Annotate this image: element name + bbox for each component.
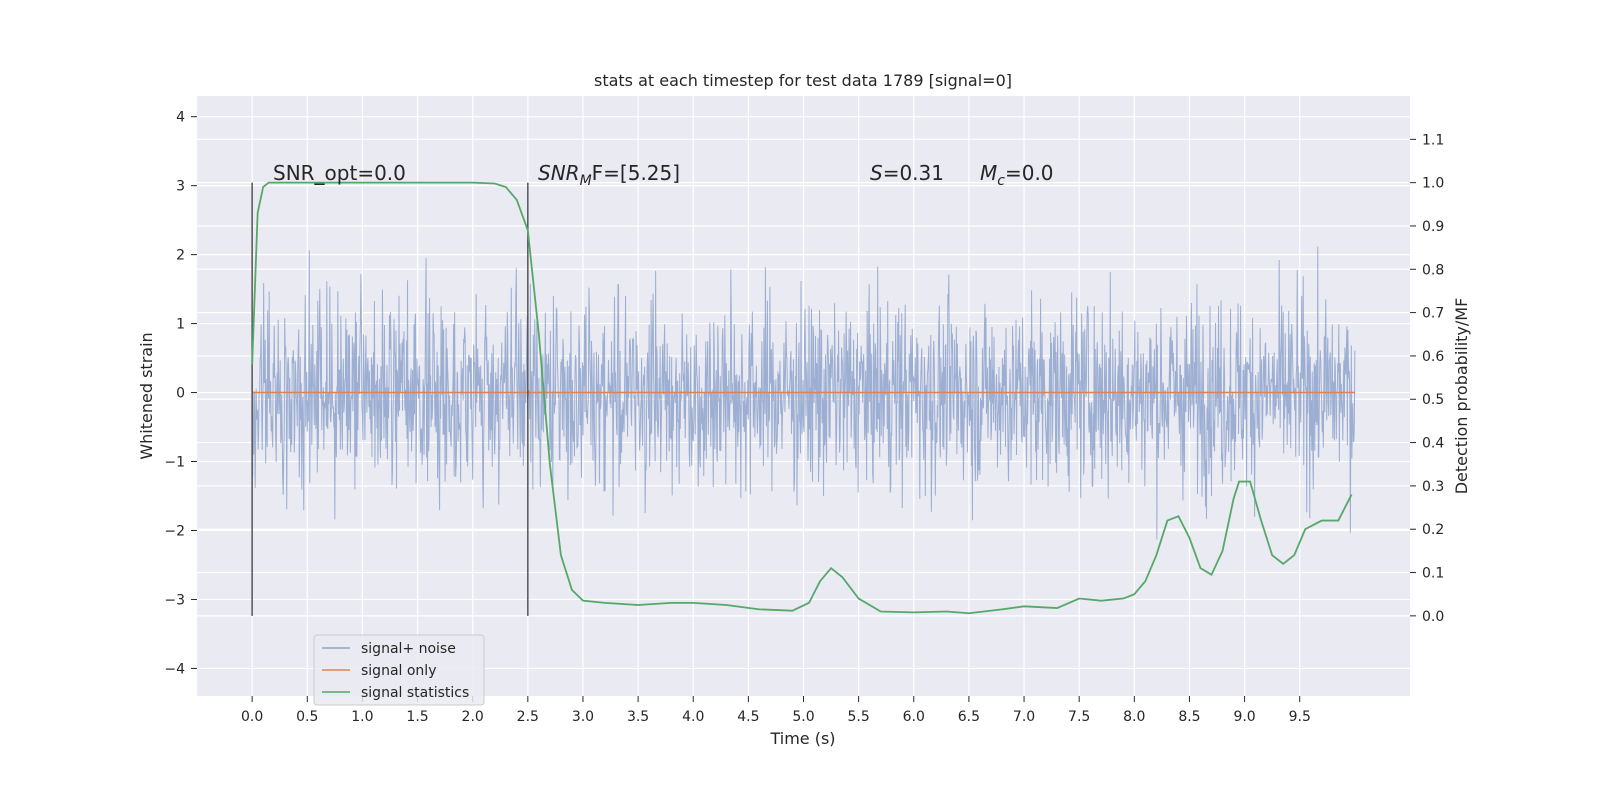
x-tick-label: 3.5 — [627, 709, 649, 725]
y2-tick-label: 0.3 — [1422, 479, 1444, 495]
y-tick-label: 1 — [176, 317, 185, 333]
s-value: =0.31 — [883, 161, 944, 185]
chart-title: stats at each timestep for test data 178… — [594, 71, 1012, 90]
x-tick-label: 6.0 — [903, 709, 925, 725]
x-tick-label: 0.0 — [241, 709, 263, 725]
y2-tick-label: 0.7 — [1422, 306, 1444, 322]
x-tick-label: 1.0 — [351, 709, 373, 725]
x-tick-label: 0.5 — [296, 709, 318, 725]
y-tick-label: −3 — [164, 592, 185, 608]
legend-label-noise: signal+ noise — [361, 641, 456, 657]
x-tick-label: 6.5 — [958, 709, 980, 725]
y-tick-label: −4 — [164, 661, 185, 677]
y2-tick-label: 0.6 — [1422, 349, 1444, 365]
y-axis-label: Whitened strain — [137, 332, 156, 459]
y-tick-label: 4 — [176, 110, 185, 126]
x-tick-label: 5.0 — [792, 709, 814, 725]
mc-value: =0.0 — [1005, 161, 1054, 185]
y2-tick-label: 0.4 — [1422, 436, 1444, 452]
legend-label-signal: signal only — [361, 663, 436, 679]
snr-mf-subscript: M — [580, 173, 592, 189]
x-tick-label: 2.0 — [462, 709, 484, 725]
x-axis-label: Time (s) — [769, 729, 835, 748]
axis-ticks: 0.0 0.5 1.0 1.5 2.0 2.5 3.0 3.5 4.0 4.5 5.0 5.5 6.0 6… — [164, 110, 1444, 725]
y-tick-label: −1 — [164, 455, 185, 471]
x-tick-label: 8.5 — [1178, 709, 1200, 725]
x-tick-label: 7.5 — [1068, 709, 1090, 725]
x-tick-label: 1.5 — [406, 709, 428, 725]
mc-subscript: c — [997, 173, 1005, 189]
x-tick-label: 8.0 — [1123, 709, 1145, 725]
x-tick-label: 4.0 — [682, 709, 704, 725]
s-label: S — [870, 161, 883, 185]
snr-mf-value: F=[5.25] — [592, 161, 680, 185]
annotation-snr-opt: SNR_opt=0.0 — [273, 161, 406, 185]
y-tick-label: 0 — [176, 386, 185, 402]
line-series — [251, 181, 1355, 616]
y-tick-label: 2 — [176, 248, 185, 264]
y2-tick-label: 1.1 — [1422, 132, 1444, 148]
x-tick-label: 9.5 — [1289, 709, 1311, 725]
y2-tick-label: 0.2 — [1422, 522, 1444, 538]
x-tick-label: 2.5 — [517, 709, 539, 725]
x-tick-label: 3.0 — [572, 709, 594, 725]
annotation-mc: Mc=0.0 — [980, 161, 1054, 189]
x-tick-label: 7.0 — [1013, 709, 1035, 725]
y2-axis-label: Detection probability/MF — [1452, 298, 1471, 495]
annotation-s: S=0.31 — [870, 161, 944, 185]
y2-tick-label: 0.9 — [1422, 219, 1444, 235]
legend: signal+ noise signal only signal statist… — [313, 634, 485, 706]
x-tick-label: 5.5 — [848, 709, 870, 725]
y2-tick-label: 0.5 — [1422, 392, 1444, 408]
y-tick-label: 3 — [176, 179, 185, 195]
noise-series — [251, 246, 1356, 540]
noise-line — [251, 246, 1356, 540]
mc-label: M — [980, 161, 997, 185]
snr-mf-prefix: SNR — [538, 161, 580, 185]
y2-tick-label: 1.0 — [1422, 176, 1444, 192]
y2-tick-label: 0.0 — [1422, 609, 1444, 625]
signal-statistics-line — [251, 181, 1353, 615]
x-tick-label: 9.0 — [1233, 709, 1255, 725]
annotation-snr-mf: SNRMF=[5.25] — [538, 161, 680, 189]
y2-tick-label: 0.1 — [1422, 566, 1444, 582]
y2-tick-label: 0.8 — [1422, 262, 1444, 278]
x-tick-label: 4.5 — [737, 709, 759, 725]
y-tick-label: −2 — [164, 523, 185, 539]
legend-box — [313, 634, 485, 706]
legend-label-statistics: signal statistics — [361, 685, 469, 701]
